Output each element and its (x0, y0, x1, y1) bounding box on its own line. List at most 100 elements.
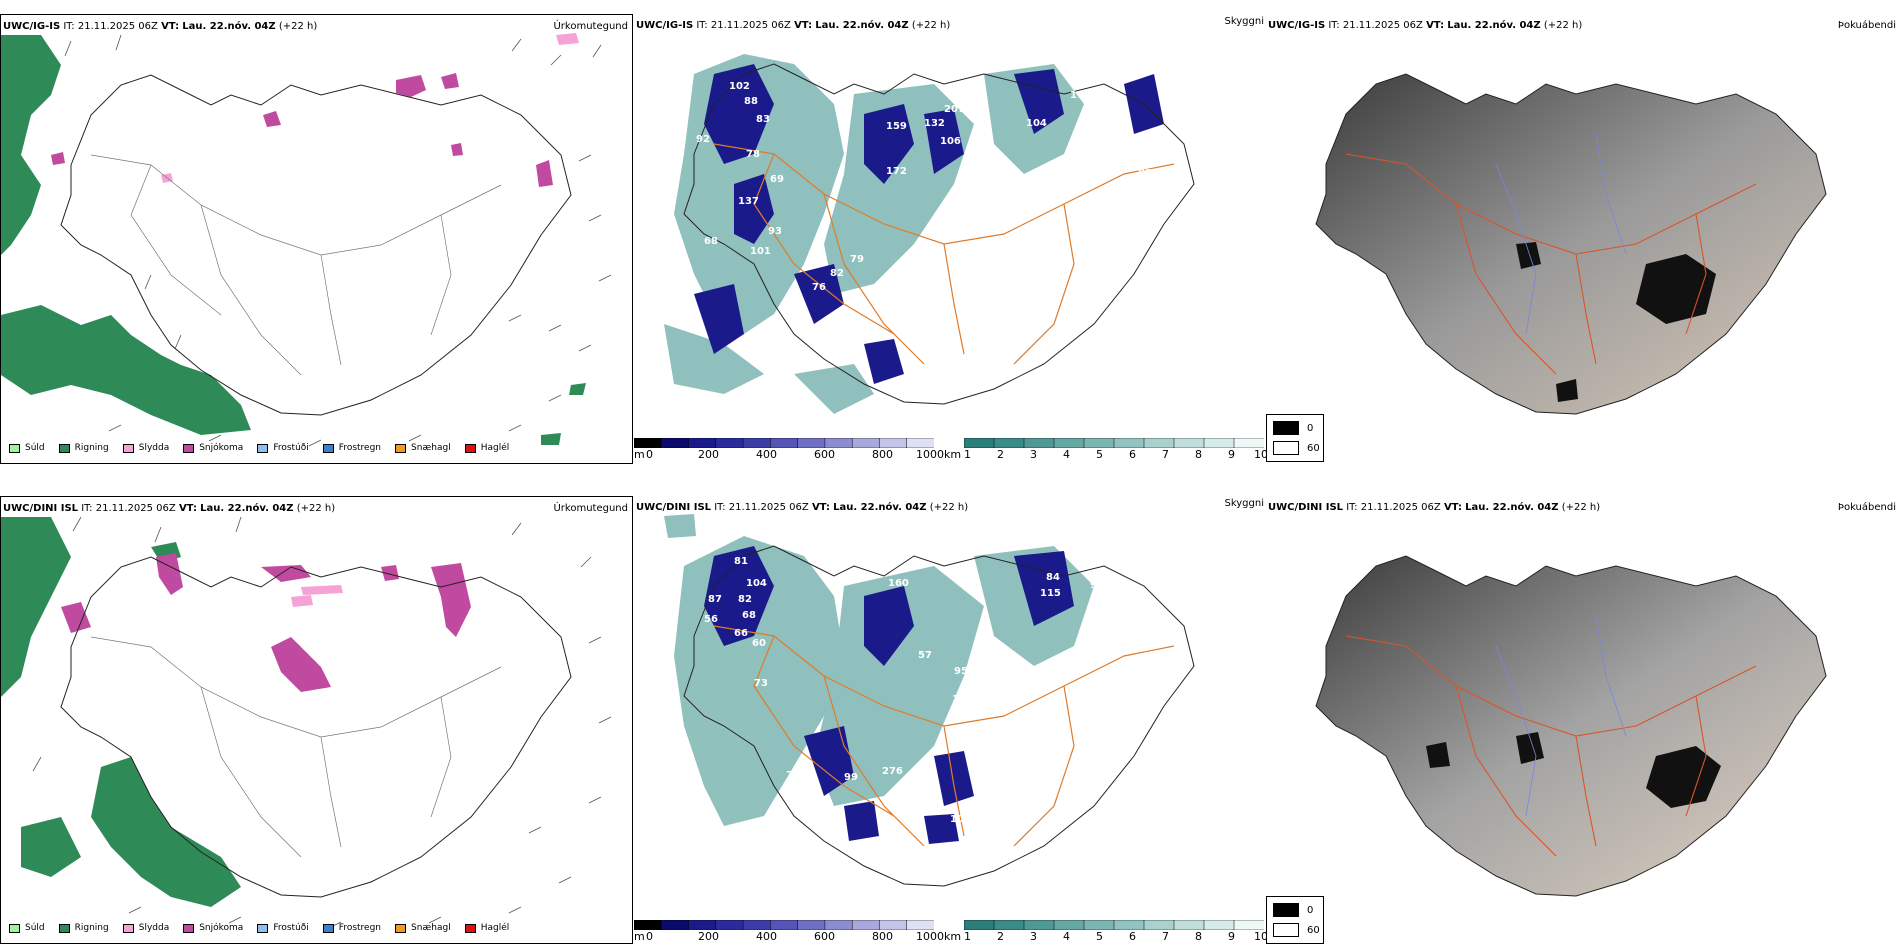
height-colorbar-segment (879, 920, 908, 930)
vt-label: VT: (178, 503, 197, 514)
vt-label: VT: (811, 502, 830, 513)
vis-label: 76 (812, 282, 826, 293)
legend-swatch (322, 923, 334, 933)
height-colorbar-segment (797, 920, 826, 930)
height-colorbar-segment (715, 920, 744, 930)
iceland-coastline (60, 556, 572, 898)
km-colorbar-segment (1173, 438, 1205, 448)
init-time: 21.11.2025 06Z (95, 503, 176, 514)
height-colorbar-segment (851, 438, 881, 448)
vis-label: 70 (788, 306, 802, 317)
height-colorbar-segment (634, 438, 663, 448)
roads (90, 636, 502, 858)
fog-panel-top: UWC/IG-IS IT: 21.11.2025 06Z VT: Lau. 22… (1266, 14, 1900, 464)
lead-time: (+22 h) (296, 503, 336, 514)
vis-label: 56 (704, 614, 718, 625)
height-tick: 800 (872, 930, 893, 943)
vis-label: 95 (774, 824, 788, 835)
it-label: IT: (696, 20, 708, 31)
height-tick: 800 (872, 448, 893, 461)
roads (713, 625, 1175, 847)
it-label: IT: (63, 21, 75, 32)
vis-label: 104 (934, 384, 955, 395)
vt-label: VT: (794, 20, 813, 31)
km-colorbar-segment (1173, 920, 1205, 930)
panel-kind-label: Þokuábendi (1837, 20, 1896, 31)
visibility-panel-top: 102 88 92 83 78 69 137 68 93 101 79 82 7… (634, 14, 1268, 464)
km-colorbar-segment (964, 920, 995, 930)
rain-areas (1, 517, 241, 907)
legend-label: Súld (25, 923, 45, 933)
legend-swatch (122, 443, 134, 453)
height-ticks: 0 200 400 600 800 1000 (646, 448, 946, 462)
km-tick: 9 (1228, 930, 1235, 943)
vis-label: 104 (746, 578, 767, 589)
km-tick: 9 (1228, 448, 1235, 461)
panel-title: UWC/IG-IS IT: 21.11.2025 06Z VT: Lau. 22… (3, 21, 317, 32)
km-colorbar-segment (993, 920, 1025, 930)
fog-legend-row: 60 (1273, 441, 1320, 455)
iceland-fog-field (1315, 73, 1827, 415)
km-colorbar-segment (1143, 920, 1175, 930)
precip-type-map-top (1, 33, 612, 447)
height-colorbar-segment (661, 920, 690, 930)
vis-label: 88 (744, 96, 758, 107)
km-tick: 5 (1096, 448, 1103, 461)
height-unit: m (634, 930, 645, 943)
km-tick: 2 (997, 448, 1004, 461)
sleet-areas (161, 33, 579, 183)
height-colorbar-segment (906, 438, 934, 448)
vis-label: 276 (882, 766, 903, 777)
lead-time: (+22 h) (911, 20, 951, 31)
vis-label: 68 (742, 610, 756, 621)
legend-item: Snæhagl (395, 443, 451, 453)
visibility-value-labels: 102 88 92 83 78 69 137 68 93 101 79 82 7… (670, 76, 1152, 395)
vt-label: VT: (1426, 20, 1445, 31)
vis-label: 371 (980, 220, 1001, 231)
km-tick: 4 (1063, 930, 1070, 943)
dense-low-visibility (704, 546, 1074, 844)
legend-item: Haglél (464, 923, 509, 933)
iceland-coastline (60, 74, 572, 416)
vis-label: 152 (938, 866, 959, 877)
legend-label: Haglél (480, 443, 510, 453)
precip-type-map-bottom (1, 516, 612, 929)
height-colorbar-segment (770, 438, 799, 448)
legend-label: Rigning (74, 923, 109, 933)
it-label: IT: (1346, 502, 1358, 513)
it-label: IT: (81, 503, 93, 514)
vis-label: 80 (760, 348, 774, 359)
vis-label: 108 (950, 814, 971, 825)
legend-item: Rigning (58, 923, 109, 933)
km-colorbar-segment (1233, 920, 1264, 930)
km-tick: 7 (1162, 930, 1169, 943)
vis-label: 98 (1088, 132, 1102, 143)
panel-title: UWC/DINI ISL IT: 21.11.2025 06Z VT: Lau.… (1268, 502, 1600, 513)
legend-swatch (395, 443, 407, 453)
fog-legend-row: 0 (1273, 903, 1313, 917)
panel-kind-label: Úrkomutegund (553, 21, 628, 32)
km-colorbar-segment (1053, 920, 1085, 930)
vis-label: 73 (786, 770, 800, 781)
height-colorbar-segment (851, 920, 881, 930)
km-colorbar-segment (1023, 438, 1055, 448)
legend-label: Slydda (138, 923, 170, 933)
visibility-panel-bottom: 81 104 87 82 68 66 60 56 73 71 95 99 73 … (634, 496, 1268, 946)
model-name: UWC/DINI ISL (1268, 502, 1344, 513)
legend-swatch (464, 443, 476, 453)
height-tick: 1000 (916, 930, 944, 943)
vis-label: 172 (886, 166, 907, 177)
height-tick: 600 (814, 930, 835, 943)
iceland-coastline (683, 545, 1195, 887)
iceland-coastline (683, 63, 1195, 405)
model-name: UWC/DINI ISL (636, 502, 712, 513)
km-colorbar (964, 438, 1264, 448)
valid-time: Lau. 22.nóv. 04Z (182, 21, 276, 32)
vis-label: 170 (1070, 90, 1091, 101)
vis-label: 104 (1026, 118, 1047, 129)
init-time: 21.11.2025 06Z (710, 20, 791, 31)
vis-label: 92 (696, 134, 710, 145)
vis-label: 194 (918, 342, 939, 353)
km-tick: 6 (1129, 930, 1136, 943)
fog-map-top (1315, 73, 1827, 415)
